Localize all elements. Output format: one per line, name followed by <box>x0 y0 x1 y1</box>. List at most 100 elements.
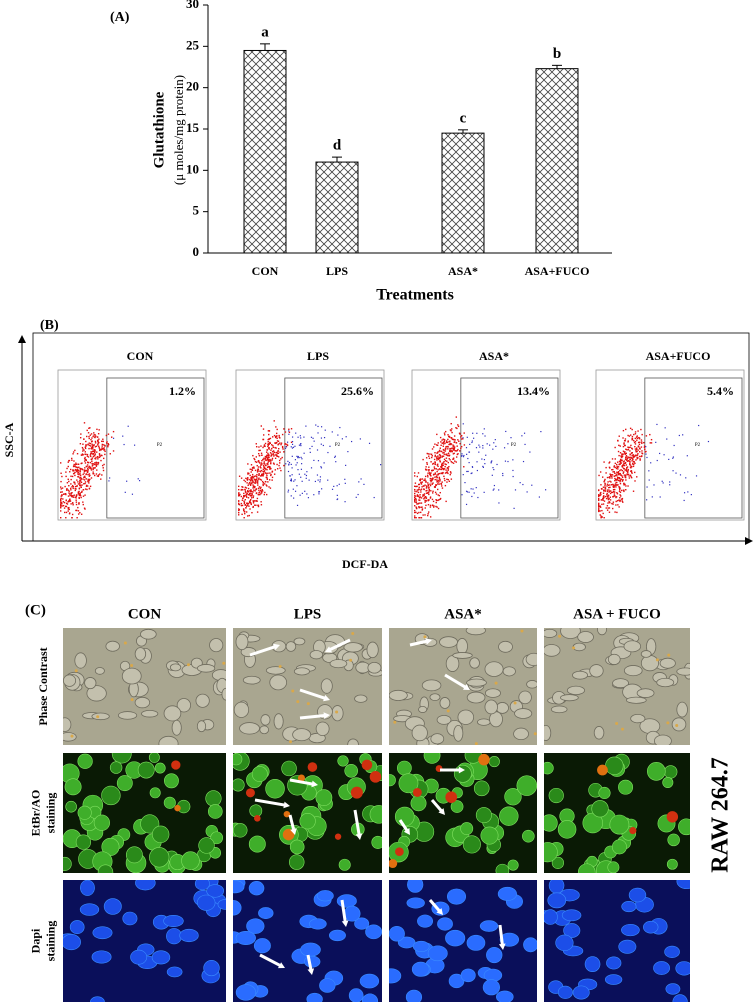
event-dot <box>616 492 618 494</box>
cell <box>111 753 132 764</box>
event-dot <box>258 486 261 488</box>
event-dot <box>463 432 465 434</box>
event-dot <box>456 453 459 456</box>
nucleus <box>248 881 265 896</box>
cell <box>64 778 82 796</box>
event-dot <box>267 452 269 455</box>
event-dot <box>471 466 474 468</box>
event-dot <box>271 457 274 460</box>
event-dot <box>88 435 90 438</box>
event-dot <box>279 462 281 464</box>
event-dot <box>431 483 433 485</box>
event-dot <box>85 485 88 487</box>
event-dot <box>607 497 609 499</box>
event-dot <box>252 495 255 497</box>
plot-title: CON <box>127 349 154 363</box>
event-dot <box>137 478 139 480</box>
arrow-head <box>458 766 465 774</box>
event-dot <box>451 428 453 430</box>
event-dot <box>431 469 433 472</box>
event-dot <box>459 442 461 445</box>
event-dot <box>448 480 451 482</box>
event-dot <box>605 466 607 469</box>
event-dot <box>339 426 341 429</box>
event-dot <box>493 468 495 471</box>
event-dot <box>97 440 99 442</box>
event-dot <box>268 479 271 481</box>
panel-label: (C) <box>25 602 46 618</box>
event-dot <box>621 479 624 482</box>
cell <box>233 701 250 718</box>
event-dot <box>87 470 89 473</box>
event-dot <box>251 494 253 497</box>
event-dot <box>301 492 303 494</box>
event-dot <box>598 494 600 496</box>
event-dot <box>604 483 606 485</box>
cell <box>656 677 675 688</box>
event-dot <box>69 493 71 495</box>
event-dot <box>254 478 256 481</box>
event-dot <box>622 478 624 481</box>
event-dot <box>624 451 626 453</box>
event-dot <box>425 500 428 502</box>
event-dot <box>94 435 97 437</box>
event-dot <box>427 487 430 489</box>
event-dot <box>320 466 322 468</box>
event-dot <box>63 511 66 514</box>
cell <box>429 693 441 701</box>
event-dot <box>65 475 67 478</box>
event-dot <box>427 499 429 501</box>
event-dot <box>70 493 72 495</box>
event-dot <box>502 472 504 475</box>
event-dot <box>447 466 449 469</box>
event-dot <box>429 479 432 482</box>
event-dot <box>283 464 285 467</box>
cell <box>233 753 243 766</box>
event-dot <box>91 437 93 439</box>
event-dot <box>452 446 454 448</box>
event-dot <box>620 478 622 480</box>
event-dot <box>603 479 606 482</box>
event-dot <box>250 498 252 501</box>
event-dot <box>453 441 455 443</box>
event-dot <box>254 458 256 461</box>
arrow-head <box>283 801 290 809</box>
event-dot <box>477 496 479 499</box>
arrow-head <box>325 646 332 653</box>
cell <box>662 777 674 789</box>
event-dot <box>65 489 68 491</box>
event-dot <box>611 477 613 479</box>
event-dot <box>614 488 616 491</box>
event-dot <box>84 494 86 496</box>
apoptotic-cell <box>174 804 181 812</box>
event-dot <box>484 435 486 437</box>
cell <box>544 724 552 741</box>
event-dot <box>426 492 429 494</box>
event-dot <box>421 506 423 508</box>
event-dot <box>451 461 453 464</box>
cell <box>548 787 564 804</box>
event-dot <box>92 447 94 449</box>
nucleus <box>406 897 425 909</box>
event-dot <box>256 497 259 500</box>
event-dot <box>72 485 75 488</box>
panel-label: (B) <box>40 318 59 333</box>
event-dot <box>285 446 287 448</box>
event-dot <box>87 467 89 470</box>
event-dot <box>85 444 87 446</box>
event-dot <box>457 439 459 441</box>
event-dot <box>68 492 70 494</box>
event-dot <box>60 505 62 507</box>
event-dot <box>101 445 103 447</box>
event-dot <box>414 475 416 477</box>
event-dot <box>445 469 447 471</box>
event-dot <box>74 471 76 473</box>
event-dot <box>641 455 643 457</box>
event-dot <box>609 477 611 479</box>
event-dot <box>291 474 293 476</box>
event-dot <box>460 447 462 450</box>
event-dot <box>260 479 263 481</box>
event-dot <box>276 455 278 457</box>
event-dot <box>291 455 293 457</box>
cell <box>309 650 324 660</box>
